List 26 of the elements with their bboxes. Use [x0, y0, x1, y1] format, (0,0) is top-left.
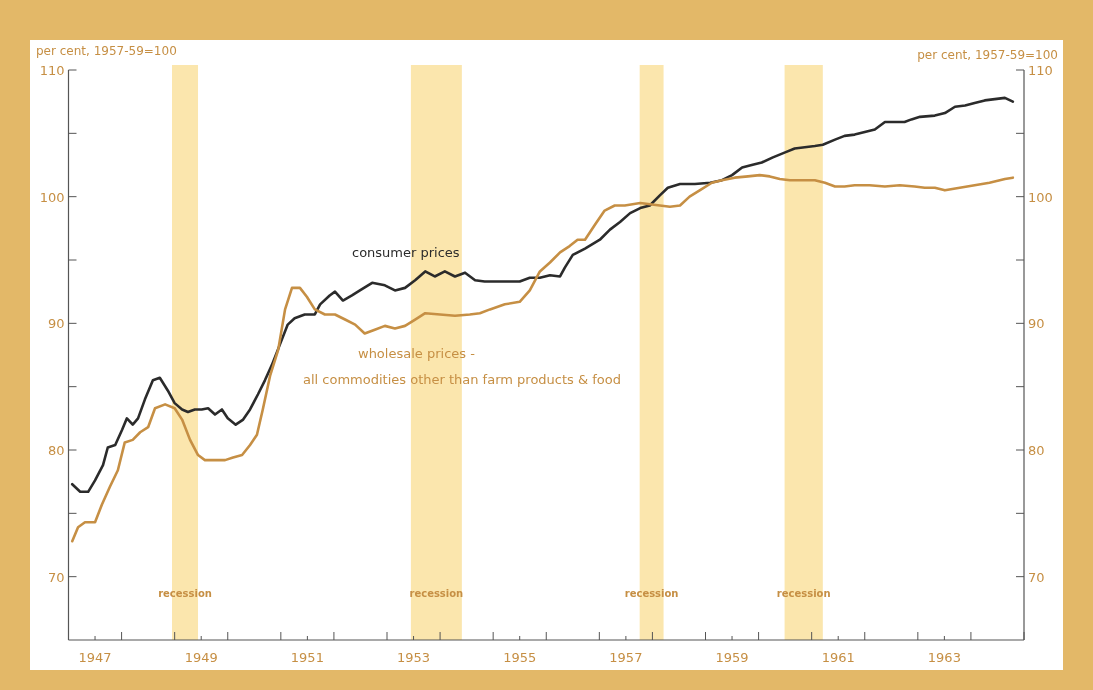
- y-tick-label: 110: [39, 63, 65, 78]
- line-series: [70, 96, 1015, 494]
- y-tick-label: 70: [47, 569, 65, 585]
- y2-axis-title: per cent, 1957-59=100: [917, 48, 1058, 62]
- y-tick-label: 90: [47, 316, 65, 332]
- x-tick-label: 1963: [927, 650, 961, 665]
- x-tick-label: 1947: [78, 650, 112, 665]
- y2-tick-label: 90: [1028, 316, 1045, 332]
- y2-tick-label: 100: [1028, 189, 1053, 205]
- y-tick-label: 100: [39, 189, 65, 205]
- x-tick-label: 1951: [290, 650, 324, 665]
- band-label: recession: [624, 588, 679, 599]
- x-tick-label: 1957: [609, 650, 643, 665]
- y-tick-label: 80: [47, 443, 65, 458]
- series-label: consumer prices: [352, 245, 460, 260]
- x-tick-label: 1949: [184, 650, 218, 665]
- x-tick-label: 1955: [503, 650, 537, 665]
- y2-tick-label: 110: [1028, 63, 1053, 78]
- band-label: recession: [158, 588, 212, 599]
- x-tick-label: 1959: [715, 650, 749, 665]
- y2-tick-label: 70: [1028, 569, 1045, 585]
- line-series: [70, 173, 1015, 543]
- y2-tick-label: 80: [1028, 443, 1045, 458]
- x-tick-label: 1953: [396, 650, 431, 665]
- y-axis-title: per cent, 1957-59=100: [36, 44, 177, 58]
- x-tick-label: 1961: [821, 650, 855, 665]
